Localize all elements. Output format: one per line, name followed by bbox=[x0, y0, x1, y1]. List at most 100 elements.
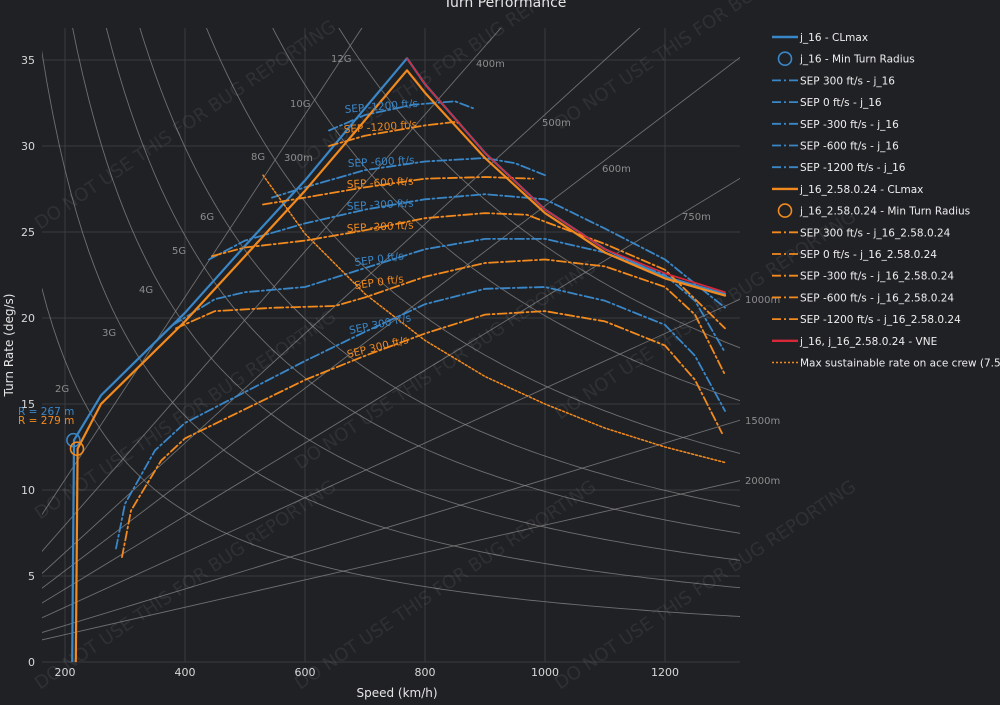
series-line bbox=[271, 157, 546, 199]
legend-item[interactable]: SEP -300 ft/s - j_16 bbox=[772, 119, 899, 131]
legend-marker-icon bbox=[777, 203, 793, 218]
sep-curve-label: SEP 300 ft/s bbox=[348, 312, 412, 337]
y-tick-label: 15 bbox=[21, 398, 35, 411]
sep-curve-label: SEP -300 ft/s bbox=[347, 220, 414, 235]
legend-item[interactable]: SEP -600 ft/s - j_16 bbox=[772, 141, 899, 153]
sep-curve-label: SEP -600 ft/s bbox=[347, 176, 414, 191]
legend-item[interactable]: SEP 300 ft/s - j_16 bbox=[772, 75, 895, 87]
x-tick-label: 600 bbox=[295, 666, 316, 679]
min-turn-radius-label: R = 267 m bbox=[18, 406, 74, 418]
sep-curve-label: SEP -1200 ft/s bbox=[343, 119, 417, 136]
g-load-label: 8G bbox=[251, 152, 265, 163]
legend-item[interactable]: j_16 - CLmax bbox=[772, 32, 868, 44]
sep-curve-label: SEP -600 ft/s bbox=[348, 155, 415, 170]
series-line bbox=[406, 57, 726, 294]
legend-item[interactable]: SEP 300 ft/s - j_16_2.58.0.24 bbox=[772, 227, 951, 239]
sep-curve-label: SEP 300 ft/s bbox=[346, 334, 410, 361]
min-turn-radius-marker bbox=[69, 441, 85, 457]
g-load-label: 4G bbox=[139, 285, 153, 296]
legend-item[interactable]: SEP 0 ft/s - j_16_2.58.0.24 bbox=[772, 249, 937, 261]
legend: j_16 - CLmax j_16 - Min Turn Radius SEP 30… bbox=[772, 32, 1000, 370]
x-axis-title: Speed (km/h) bbox=[356, 686, 437, 700]
legend-item[interactable]: j_16, j_16_2.58.0.24 - VNE bbox=[772, 336, 937, 348]
series-line bbox=[208, 193, 726, 309]
turn-radius-label: 1000m bbox=[745, 295, 780, 306]
legend-label: j_16, j_16_2.58.0.24 - VNE bbox=[799, 336, 937, 348]
watermark-text: DO NOT USE THIS FOR BUG REPORTING bbox=[291, 476, 600, 694]
legend-item[interactable]: SEP -1200 ft/s - j_16_2.58.0.24 bbox=[772, 314, 961, 326]
chart-title: Turn Performance bbox=[443, 0, 567, 11]
turn-radius-label: 400m bbox=[476, 59, 505, 70]
x-tick-label: 400 bbox=[175, 666, 196, 679]
min-turn-radius-label: R = 279 m bbox=[18, 415, 74, 427]
turn-radius-label: 2000m bbox=[745, 476, 780, 487]
legend-label: SEP -1200 ft/s - j_16_2.58.0.24 bbox=[800, 314, 961, 326]
y-axis-title: Turn Rate (deg/s) bbox=[2, 294, 16, 398]
series-line bbox=[74, 69, 727, 662]
g-load-label: 10G bbox=[290, 99, 310, 110]
series-line bbox=[115, 286, 726, 550]
g-load-line bbox=[42, 50, 740, 589]
series-line bbox=[211, 212, 726, 330]
min-turn-radius-marker bbox=[66, 432, 81, 448]
y-tick-label: 0 bbox=[28, 656, 35, 669]
legend-label: SEP 0 ft/s - j_16_2.58.0.24 bbox=[800, 249, 937, 261]
g-load-label: 5G bbox=[172, 246, 186, 257]
g-load-line bbox=[72, 28, 740, 561]
legend-item[interactable]: SEP -1200 ft/s - j_16 bbox=[772, 162, 906, 174]
legend-label: SEP 0 ft/s - j_16 bbox=[800, 97, 882, 109]
series-line bbox=[262, 174, 726, 464]
legend-item[interactable]: j_16_2.58.0.24 - CLmax bbox=[772, 184, 923, 196]
axes: Turn Performance Speed (km/h) Turn Rate … bbox=[2, 0, 679, 700]
legend-label: j_16_2.58.0.24 - CLmax bbox=[799, 184, 923, 196]
turn-radius-label: 600m bbox=[602, 164, 631, 175]
turn-radius-line bbox=[42, 28, 641, 575]
g-load-line bbox=[338, 28, 740, 349]
turn-radius-line bbox=[42, 28, 502, 553]
legend-label: SEP -300 ft/s - j_16 bbox=[800, 119, 899, 131]
series-layer bbox=[66, 57, 727, 662]
legend-label: SEP 300 ft/s - j_16 bbox=[800, 75, 895, 87]
turn-radius-label: 750m bbox=[682, 212, 711, 223]
legend-item[interactable]: j_16 - Min Turn Radius bbox=[777, 51, 915, 67]
g-load-label: 12G bbox=[331, 54, 351, 65]
legend-item[interactable]: SEP -300 ft/s - j_16_2.58.0.24 bbox=[772, 271, 954, 283]
legend-label: SEP -300 ft/s - j_16_2.58.0.24 bbox=[800, 271, 954, 283]
y-tick-label: 20 bbox=[21, 312, 35, 325]
x-tick-label: 1200 bbox=[651, 666, 679, 679]
g-load-label: 3G bbox=[102, 328, 116, 339]
series-line bbox=[262, 176, 534, 206]
g-load-label: 2G bbox=[55, 384, 69, 395]
y-tick-label: 30 bbox=[21, 140, 35, 153]
g-load-line bbox=[105, 28, 740, 534]
legend-item[interactable]: j_16_2.58.0.24 - Min Turn Radius bbox=[777, 203, 971, 218]
turn-radius-line bbox=[42, 480, 740, 641]
series-line bbox=[328, 121, 462, 147]
turn-radius-line bbox=[42, 28, 363, 516]
x-tick-label: 800 bbox=[415, 666, 436, 679]
turn-radius-line bbox=[42, 56, 740, 589]
legend-label: SEP -600 ft/s - j_16_2.58.0.24 bbox=[800, 292, 954, 304]
turn-radius-line bbox=[42, 298, 740, 619]
legend-label: j_16 - CLmax bbox=[799, 32, 868, 44]
x-tick-label: 200 bbox=[55, 666, 76, 679]
x-tick-label: 1000 bbox=[531, 666, 559, 679]
y-tick-label: 10 bbox=[21, 484, 35, 497]
legend-label: Max sustainable rate on ace crew (7.5G) bbox=[800, 358, 1000, 370]
g-load-line bbox=[139, 28, 740, 508]
turn-radius-label: 300m bbox=[284, 153, 313, 164]
sep-curve-label: SEP -300 ft/s bbox=[347, 198, 414, 213]
series-line bbox=[121, 310, 723, 558]
g-load-line bbox=[42, 287, 740, 617]
sep-curve-label: SEP 0 ft/s bbox=[354, 273, 405, 292]
legend-marker-icon bbox=[777, 51, 793, 67]
legend-label: SEP -1200 ft/s - j_16 bbox=[800, 162, 906, 174]
turn-radius-label: 500m bbox=[542, 118, 571, 129]
g-load-label: 6G bbox=[200, 212, 214, 223]
legend-item[interactable]: Max sustainable rate on ace crew (7.5G) bbox=[772, 358, 1000, 370]
legend-item[interactable]: SEP 0 ft/s - j_16 bbox=[772, 97, 882, 109]
legend-label: j_16_2.58.0.24 - Min Turn Radius bbox=[799, 206, 970, 218]
legend-item[interactable]: SEP -600 ft/s - j_16_2.58.0.24 bbox=[772, 292, 954, 304]
